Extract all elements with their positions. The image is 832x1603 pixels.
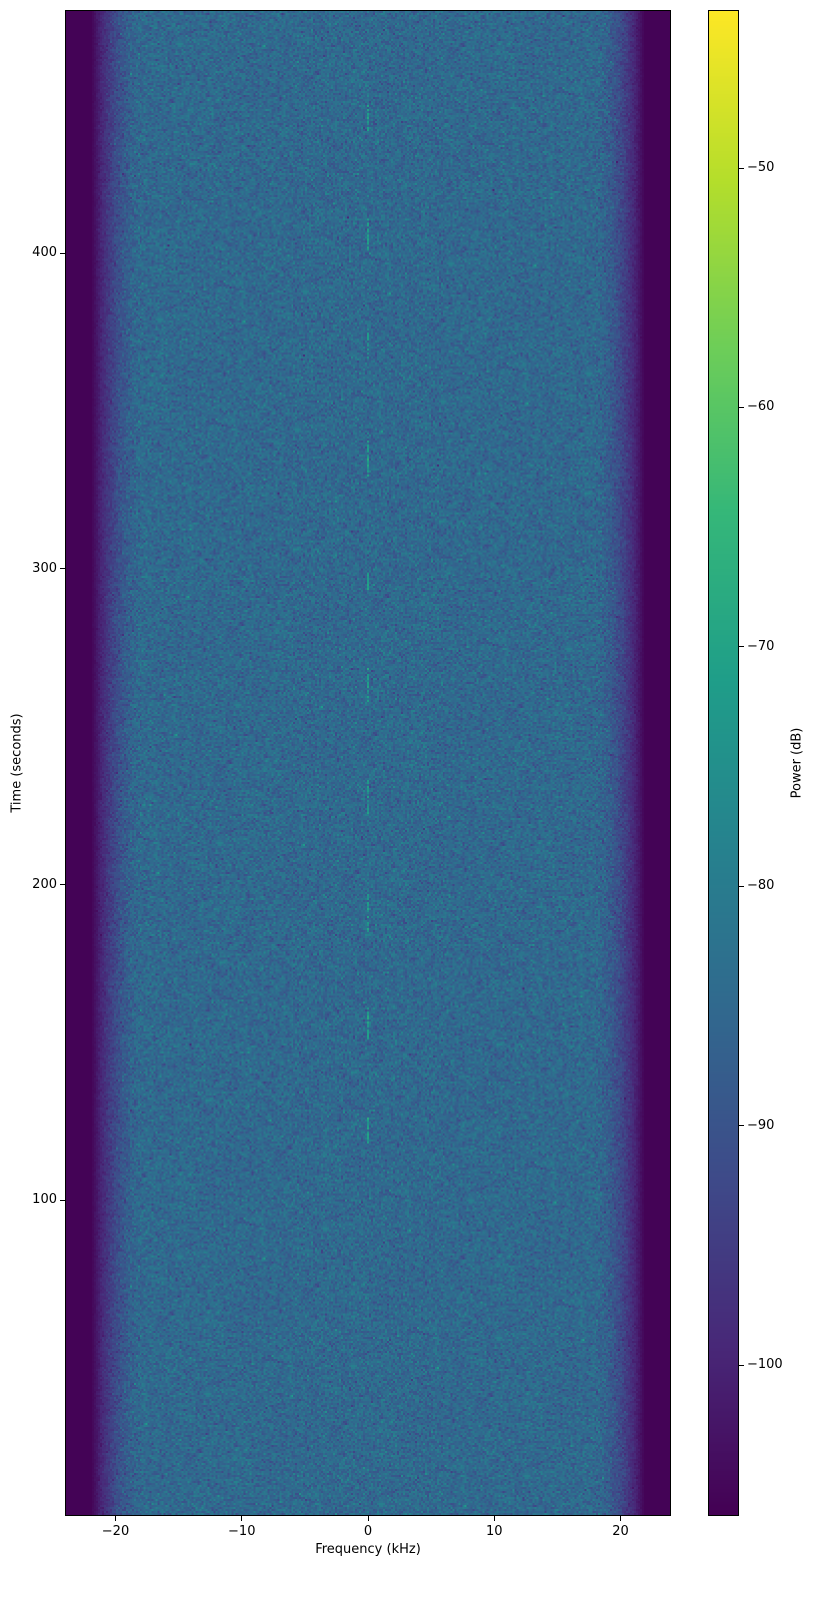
spectrogram-heatmap <box>66 11 670 1515</box>
colorbar-tick-label: −100 <box>747 1357 783 1373</box>
y-tick-label: 100 <box>32 1192 57 1208</box>
colorbar <box>708 10 739 1516</box>
colorbar-tick-mark <box>739 406 744 408</box>
y-tick-mark <box>60 1199 65 1201</box>
colorbar-tick-mark <box>739 167 744 169</box>
colorbar-tick-label: −90 <box>747 1117 775 1133</box>
x-tick-mark <box>620 1516 621 1521</box>
x-tick-mark <box>241 1516 243 1521</box>
x-tick-mark <box>367 1516 369 1521</box>
colorbar-tick-mark <box>739 885 744 887</box>
colorbar-tick-label: −50 <box>747 160 775 176</box>
colorbar-tick-label: −70 <box>747 638 775 654</box>
colorbar-tick-mark <box>739 1364 744 1366</box>
x-tick-label: 0 <box>363 1524 373 1539</box>
x-tick-mark <box>493 1516 495 1521</box>
y-tick-label: 400 <box>32 245 57 261</box>
x-tick-label: 10 <box>485 1524 503 1539</box>
colorbar-tick-mark <box>739 646 744 648</box>
y-tick-label: 300 <box>32 560 57 576</box>
y-tick-label: 200 <box>32 876 57 892</box>
colorbar-gradient <box>709 11 738 1515</box>
x-tick-label: −20 <box>101 1524 130 1539</box>
y-tick-mark <box>60 884 65 886</box>
y-tick-mark <box>60 252 65 254</box>
x-tick-label: 20 <box>612 1524 629 1539</box>
colorbar-tick-mark <box>739 1125 744 1127</box>
colorbar-tick-label: −80 <box>747 878 775 894</box>
x-tick-mark <box>115 1516 116 1521</box>
colorbar-tick-label: −60 <box>747 399 775 415</box>
x-axis-label: Frequency (kHz) <box>315 1542 421 1557</box>
x-tick-label: −10 <box>228 1524 256 1539</box>
y-tick-mark <box>60 568 65 570</box>
y-axis-label: Time (seconds) <box>9 713 25 813</box>
spectrogram-plot <box>65 10 671 1516</box>
colorbar-label: Power (dB) <box>789 727 805 799</box>
